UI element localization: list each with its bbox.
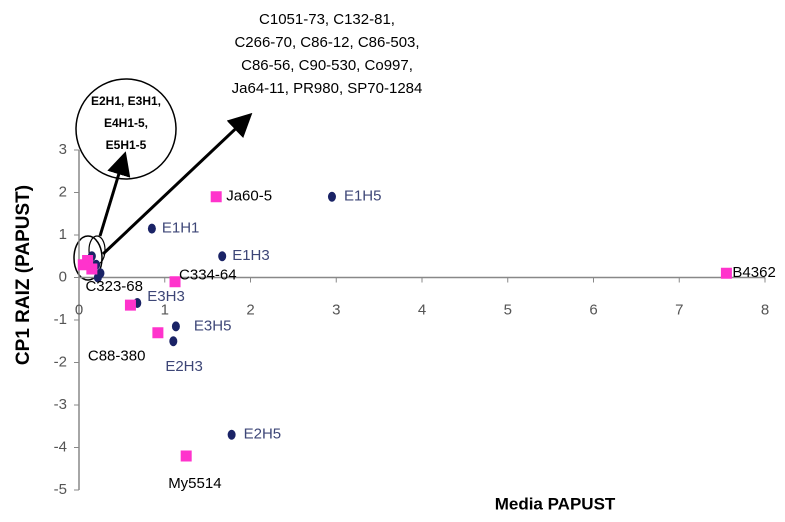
point (147, 223, 156, 234)
point-label: E1H3 (232, 247, 270, 264)
y-tick-label: 1 (59, 226, 67, 243)
point-label: E2H3 (165, 358, 203, 375)
annotation: C86-56, C90-530, Co997, (241, 57, 413, 74)
point-label: C323-68 (85, 278, 143, 295)
annotation: C1051-73, C132-81, (259, 11, 395, 28)
point (152, 327, 164, 339)
point (169, 336, 178, 347)
point (720, 267, 732, 279)
y-tick-label: -2 (54, 353, 67, 370)
point (171, 321, 180, 332)
y-tick-label: 2 (59, 183, 67, 200)
point-label: B4362 (732, 264, 775, 281)
point (210, 191, 222, 203)
point-label: C88-380 (88, 348, 146, 365)
x-tick-label: 4 (418, 301, 426, 318)
annotation: E2H1, E3H1, (91, 94, 161, 108)
y-tick-label: -5 (54, 481, 67, 498)
cluster-circle (73, 235, 103, 281)
annotation: E4H1-5, (104, 116, 148, 130)
annotation: C266-70, C86-12, C86-503, (234, 34, 419, 51)
annotation: Ja64-11, PR980, SP70-1284 (232, 80, 423, 97)
x-tick-label: 7 (675, 301, 683, 318)
y-axis-title: CP1 RAIZ (PAPUST) (13, 185, 34, 365)
point (86, 263, 98, 275)
point (180, 450, 192, 462)
x-axis-title: Media PAPUST (495, 494, 616, 513)
point (124, 299, 136, 311)
x-tick-label: 6 (589, 301, 597, 318)
y-tick-label: -3 (54, 396, 67, 413)
x-tick-label: 0 (75, 301, 83, 318)
point (227, 429, 236, 440)
callout-bubble (75, 78, 177, 180)
point-label: E3H5 (194, 317, 232, 334)
point-label: C334-64 (179, 267, 237, 284)
annotation: E5H1-5 (106, 138, 147, 152)
arrow (101, 112, 253, 256)
point-label: My5514 (168, 475, 221, 492)
x-tick-label: 5 (504, 301, 512, 318)
y-tick-label: 3 (59, 141, 67, 158)
point (77, 259, 89, 271)
x-tick-label: 3 (332, 301, 340, 318)
y-tick-label: 0 (59, 268, 67, 285)
point-label: E2H5 (244, 426, 282, 443)
point (218, 251, 227, 262)
point-label: E3H3 (147, 288, 185, 305)
point-label: Ja60-5 (226, 188, 272, 205)
x-tick-label: 2 (246, 301, 254, 318)
point (93, 272, 102, 283)
arrow (98, 151, 131, 237)
x-tick-label: 8 (761, 301, 769, 318)
y-tick-label: -1 (54, 311, 67, 328)
point-label: E1H5 (344, 188, 382, 205)
point (327, 191, 336, 202)
x-tick-label: 1 (161, 301, 169, 318)
point-label: E1H1 (162, 220, 200, 237)
point (169, 276, 181, 288)
y-tick-label: -4 (54, 438, 67, 455)
